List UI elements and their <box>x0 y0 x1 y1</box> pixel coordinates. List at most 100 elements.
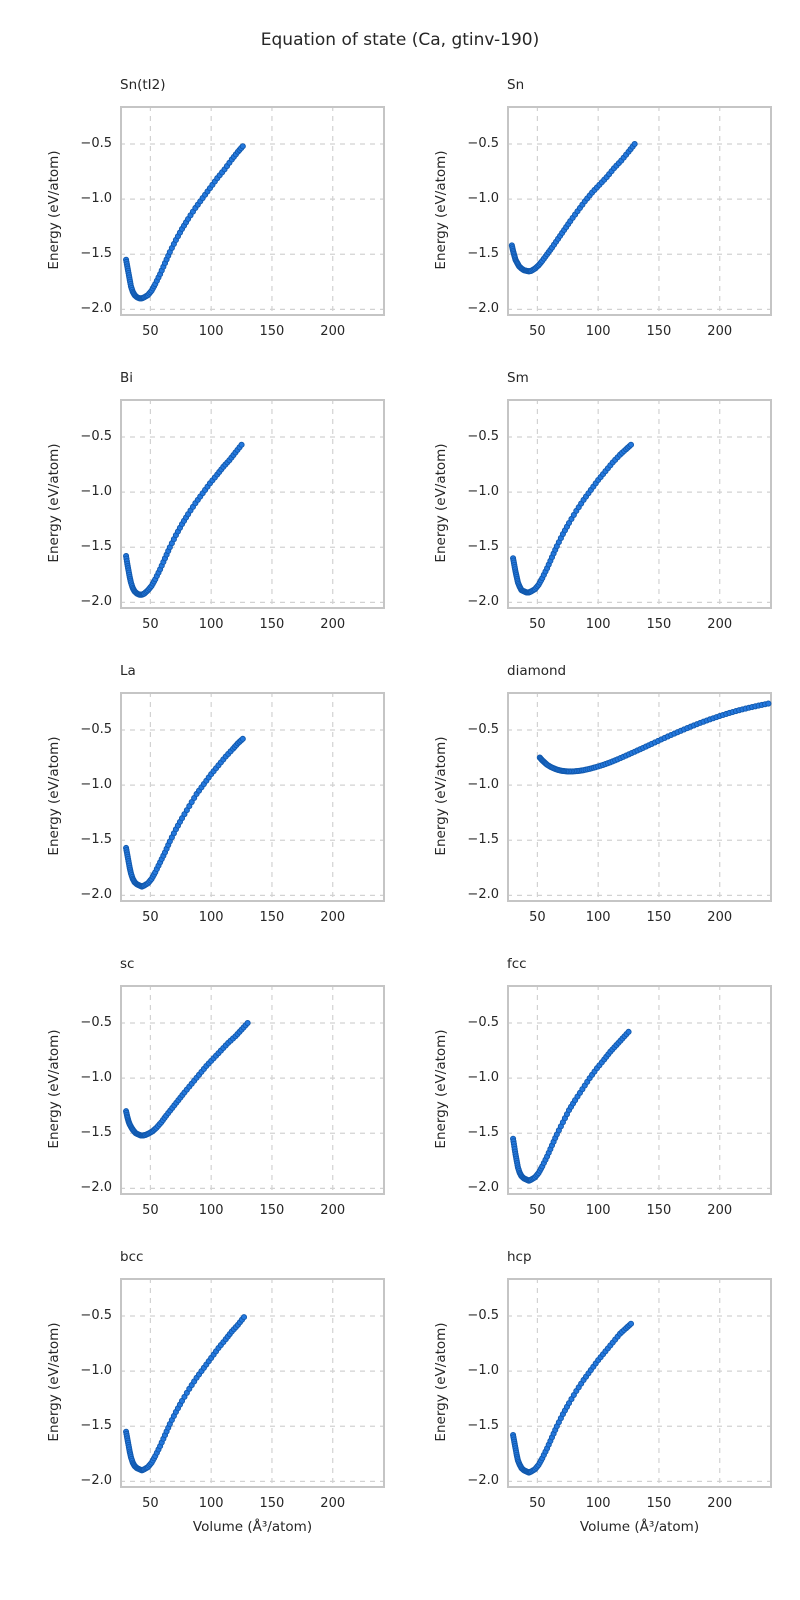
x-tick-label: 200 <box>707 617 733 632</box>
x-tick-label: 150 <box>646 910 672 925</box>
plot-title-sc: sc <box>120 956 135 972</box>
data-point <box>238 441 245 448</box>
plot-title-diamond: diamond <box>507 663 567 679</box>
plot-canvas-sm <box>507 399 772 609</box>
x-tick-label: 150 <box>646 1496 672 1511</box>
y-tick-label: −2.0 <box>80 887 112 903</box>
y-tick-label: −2.0 <box>467 1180 499 1196</box>
plot-title-la: La <box>120 663 136 679</box>
y-tick-label: −1.0 <box>80 1363 112 1379</box>
data-points <box>123 1314 248 1474</box>
data-point <box>765 700 772 707</box>
x-tick-label: 50 <box>142 910 159 925</box>
plot-title-sm: Sm <box>507 370 529 386</box>
y-tick-label: −1.5 <box>467 832 499 848</box>
x-tick-label: 50 <box>142 617 159 632</box>
y-tick-label: −2.0 <box>80 1473 112 1489</box>
plot-canvas-sn <box>507 106 772 316</box>
x-tick-label: 150 <box>259 324 285 339</box>
plot-canvas-la <box>120 692 385 902</box>
y-tick-label: −1.0 <box>467 777 499 793</box>
y-axis-label: Energy (eV/atom) <box>433 1029 449 1149</box>
x-tick-label: 200 <box>707 910 733 925</box>
plot-frame <box>507 985 772 1195</box>
x-tick-label: 200 <box>320 1203 346 1218</box>
x-tick-label: 50 <box>529 1203 546 1218</box>
y-tick-label: −1.5 <box>80 1418 112 1434</box>
x-tick-label: 100 <box>585 324 611 339</box>
x-tick-label: 150 <box>259 1203 285 1218</box>
plot-canvas-hcp <box>507 1278 772 1488</box>
y-tick-label: −0.5 <box>467 136 499 152</box>
figure-title: Equation of state (Ca, gtinv-190) <box>260 30 540 50</box>
grid-lines <box>120 692 385 902</box>
data-points <box>508 140 638 275</box>
plot-canvas-fcc <box>507 985 772 1195</box>
x-tick-label: 200 <box>707 1496 733 1511</box>
plot-title-hcp: hcp <box>507 1249 532 1265</box>
y-tick-label: −0.5 <box>467 1308 499 1324</box>
y-tick-label: −0.5 <box>80 1015 112 1031</box>
x-tick-label: 150 <box>259 617 285 632</box>
x-tick-label: 100 <box>198 1203 224 1218</box>
grid-lines <box>507 106 772 316</box>
y-tick-label: −1.5 <box>467 1125 499 1141</box>
plot-frame <box>507 106 772 316</box>
data-points <box>123 1019 251 1139</box>
x-tick-label: 200 <box>320 324 346 339</box>
grid-lines <box>507 692 772 902</box>
y-tick-label: −1.0 <box>467 1363 499 1379</box>
data-points <box>123 735 246 890</box>
data-point <box>239 143 246 150</box>
data-point <box>239 735 246 742</box>
grid-lines <box>120 1278 385 1488</box>
x-tick-label: 150 <box>259 1496 285 1511</box>
data-points <box>510 441 635 596</box>
y-tick-label: −2.0 <box>467 887 499 903</box>
plot-frame <box>507 399 772 609</box>
plot-frame <box>120 106 385 316</box>
y-axis-label: Energy (eV/atom) <box>46 1029 62 1149</box>
x-tick-label: 150 <box>259 910 285 925</box>
data-points <box>510 1320 635 1476</box>
x-tick-label: 150 <box>646 617 672 632</box>
plot-canvas-bi <box>120 399 385 609</box>
x-tick-label: 50 <box>142 324 159 339</box>
plot-frame <box>120 1278 385 1488</box>
x-tick-label: 200 <box>320 617 346 632</box>
x-tick-label: 200 <box>320 910 346 925</box>
y-axis-label: Energy (eV/atom) <box>433 1322 449 1442</box>
data-points <box>123 441 245 598</box>
x-tick-label: 50 <box>529 324 546 339</box>
x-tick-label: 100 <box>198 910 224 925</box>
x-tick-label: 200 <box>707 1203 733 1218</box>
x-axis-label: Volume (Å³/atom) <box>192 1519 313 1535</box>
y-tick-label: −2.0 <box>80 301 112 317</box>
y-axis-label: Energy (eV/atom) <box>46 1322 62 1442</box>
grid-lines <box>120 985 385 1195</box>
y-axis-label: Energy (eV/atom) <box>46 443 62 563</box>
x-tick-label: 150 <box>646 1203 672 1218</box>
grid-lines <box>507 1278 772 1488</box>
plot-canvas-bcc <box>120 1278 385 1488</box>
y-tick-label: −1.5 <box>80 539 112 555</box>
x-tick-label: 100 <box>585 1203 611 1218</box>
plot-title-sn-ti2: Sn(tI2) <box>120 77 166 93</box>
data-point <box>244 1019 251 1027</box>
y-tick-label: −0.5 <box>80 136 112 152</box>
y-tick-label: −0.5 <box>80 429 112 445</box>
plot-title-fcc: fcc <box>507 956 527 972</box>
x-tick-label: 50 <box>529 910 546 925</box>
x-tick-label: 100 <box>585 617 611 632</box>
y-tick-label: −1.0 <box>80 191 112 207</box>
plot-title-bi: Bi <box>120 370 134 386</box>
x-tick-label: 100 <box>198 617 224 632</box>
y-tick-label: −0.5 <box>467 429 499 445</box>
plot-canvas-sn-ti2 <box>120 106 385 316</box>
x-tick-label: 200 <box>707 324 733 339</box>
y-tick-label: −0.5 <box>80 722 112 738</box>
x-tick-label: 50 <box>142 1203 159 1218</box>
grid-lines <box>120 399 385 609</box>
y-tick-label: −0.5 <box>467 722 499 738</box>
x-tick-label: 100 <box>198 324 224 339</box>
